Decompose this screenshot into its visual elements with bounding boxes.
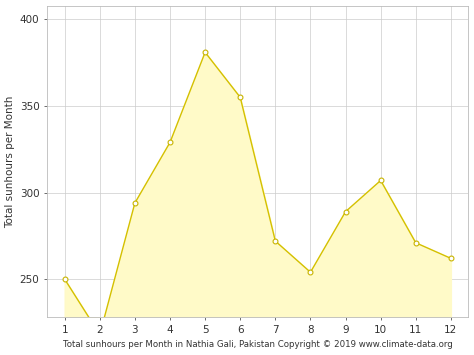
Y-axis label: Total sunhours per Month: Total sunhours per Month <box>6 95 16 228</box>
X-axis label: Total sunhours per Month in Nathia Gali, Pakistan Copyright © 2019 www.climate-d: Total sunhours per Month in Nathia Gali,… <box>63 340 453 349</box>
